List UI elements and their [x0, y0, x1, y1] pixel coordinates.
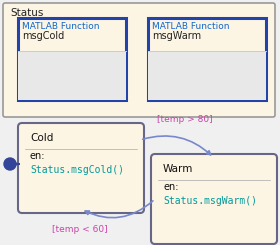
FancyBboxPatch shape: [148, 18, 266, 100]
FancyBboxPatch shape: [18, 51, 126, 100]
Text: Status.msgWarm(): Status.msgWarm(): [163, 196, 257, 206]
Text: Status: Status: [10, 8, 43, 18]
Text: msgCold: msgCold: [22, 31, 64, 41]
Text: MATLAB Function: MATLAB Function: [152, 22, 230, 31]
Circle shape: [4, 158, 16, 170]
Text: msgWarm: msgWarm: [152, 31, 201, 41]
Text: Warm: Warm: [163, 164, 193, 174]
FancyBboxPatch shape: [3, 3, 275, 117]
Text: MATLAB Function: MATLAB Function: [22, 22, 99, 31]
Text: en:: en:: [30, 151, 45, 161]
FancyBboxPatch shape: [18, 123, 144, 213]
FancyBboxPatch shape: [148, 51, 266, 100]
FancyBboxPatch shape: [151, 154, 277, 244]
Text: Cold: Cold: [30, 133, 53, 143]
Text: en:: en:: [163, 182, 179, 192]
Text: [temp < 60]: [temp < 60]: [52, 224, 108, 233]
FancyBboxPatch shape: [18, 18, 126, 100]
Text: Status.msgCold(): Status.msgCold(): [30, 165, 124, 175]
Text: [temp > 80]: [temp > 80]: [157, 115, 213, 124]
